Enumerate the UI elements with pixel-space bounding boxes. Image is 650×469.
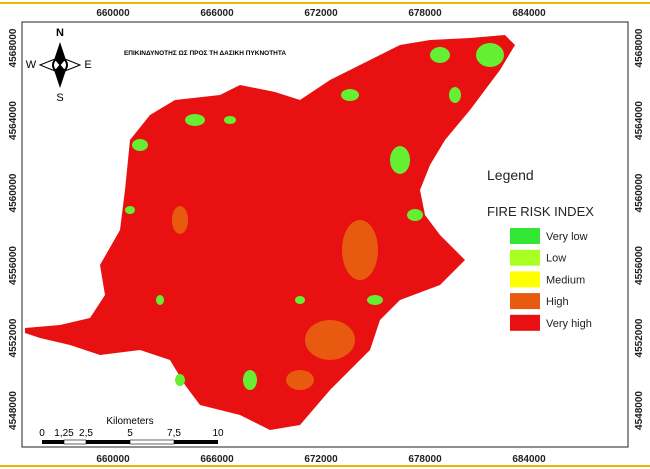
compass-west: W (26, 59, 37, 71)
legend-swatch (510, 228, 540, 244)
y-tick-label-left: 4568000 (8, 28, 19, 67)
scale-unit: Kilometers (106, 416, 153, 427)
x-tick-label-top: 660000 (96, 8, 130, 19)
legend-swatch (510, 271, 540, 288)
y-tick-label-right: 4556000 (634, 246, 645, 285)
y-tick-label-left: 4548000 (8, 391, 19, 430)
y-tick-label-right: 4560000 (634, 173, 645, 212)
legend-swatch (510, 314, 540, 331)
y-tick-label-right: 4568000 (634, 28, 645, 67)
region (25, 35, 515, 430)
x-tick-label-top: 666000 (200, 8, 234, 19)
y-tick-label-left: 4556000 (8, 246, 19, 285)
x-tick-label-top: 672000 (304, 8, 338, 19)
x-tick-label-bottom: 660000 (96, 454, 130, 465)
compass-east: E (84, 59, 91, 71)
scale-label: 1,25 (54, 428, 74, 439)
y-tick-label-left: 4564000 (8, 101, 19, 140)
coordinate-ticks: 660000 660000 666000 666000 672000 672000 6780… (8, 8, 645, 465)
x-tick-label-bottom: 678000 (408, 454, 442, 465)
legend-label: Low (546, 253, 566, 265)
y-tick-label-left: 4552000 (8, 318, 19, 357)
x-tick-label-bottom: 672000 (304, 454, 338, 465)
compass-north: N (56, 27, 64, 39)
x-tick-label-top: 678000 (408, 8, 442, 19)
high-patches (172, 206, 378, 390)
legend-label: Medium (546, 274, 585, 286)
low-patches (125, 43, 504, 390)
legend-label: Very high (546, 318, 592, 330)
map-title: ΕΠΙΚΙΝΔΥΝΟΤΗΣ ΩΣ ΠΡΟΣ ΤΗ ΔΑΣΙΚΗ ΠΥΚΝΟΤΗΤ… (124, 50, 286, 57)
scale-label: 0 (39, 428, 45, 439)
y-tick-label-right: 4548000 (634, 391, 645, 430)
x-tick-label-bottom: 684000 (512, 454, 546, 465)
scale-label: 7,5 (167, 428, 181, 439)
x-tick-label-top: 684000 (512, 8, 546, 19)
scale-bar: Kilometers 0 1,25 2,5 5 7,5 10 (39, 416, 224, 445)
scale-label: 10 (212, 428, 224, 439)
legend-title: FIRE RISK INDEX (487, 204, 594, 219)
compass-south: S (56, 92, 63, 104)
legend-label: High (546, 296, 569, 308)
scale-label: 2,5 (79, 428, 93, 439)
compass: N S E W (26, 27, 92, 104)
very-high-area (25, 35, 515, 430)
y-tick-label-right: 4552000 (634, 318, 645, 357)
legend-swatch (510, 293, 540, 310)
x-tick-label-bottom: 666000 (200, 454, 234, 465)
legend-swatch (510, 249, 540, 266)
scale-label: 5 (127, 428, 133, 439)
y-tick-label-left: 4560000 (8, 173, 19, 212)
y-tick-label-right: 4564000 (634, 101, 645, 140)
legend-items: Very low Low Medium High Very high (510, 228, 592, 331)
legend-label: Very low (546, 231, 588, 243)
legend-heading: Legend (487, 167, 534, 183)
